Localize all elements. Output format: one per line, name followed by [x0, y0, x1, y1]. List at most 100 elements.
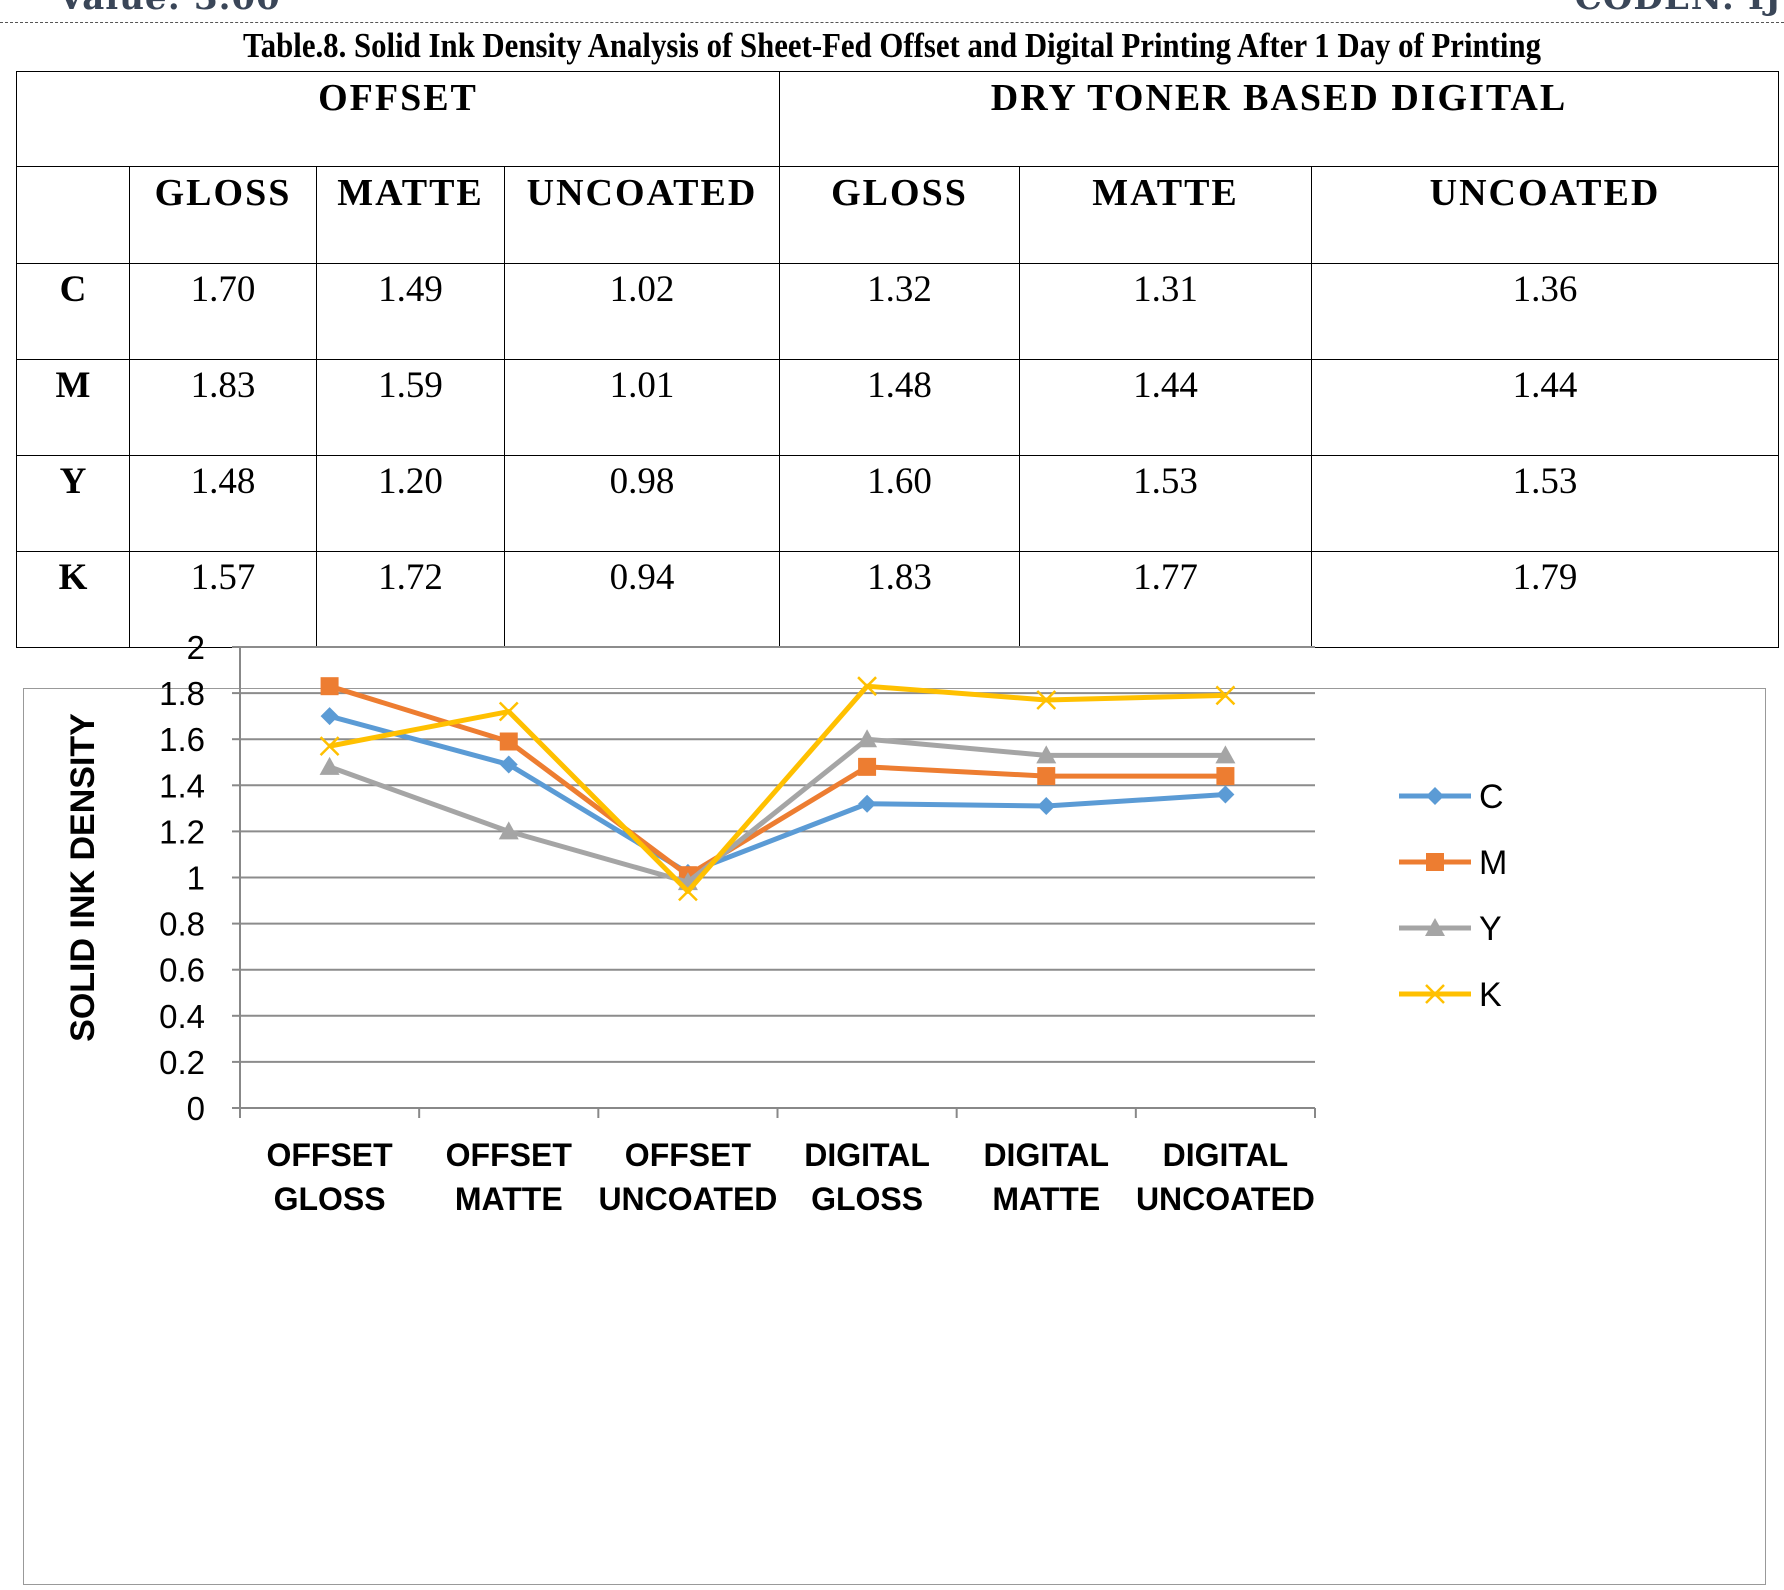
table-cell: 1.36 [1311, 263, 1779, 360]
x-category-label: UNCOATED [598, 1181, 777, 1217]
table-row: K 1.57 1.72 0.94 1.83 1.77 1.79 [16, 551, 1779, 648]
row-label: C [16, 263, 130, 360]
table-cell: 1.32 [779, 263, 1020, 360]
y-tick-label: 1.8 [159, 675, 205, 712]
table-cell: 1.79 [1311, 551, 1779, 648]
data-point-y [1215, 745, 1236, 764]
series-line-c [328, 713, 1226, 876]
table-cell: 1.57 [129, 551, 317, 648]
x-category-label: OFFSET [446, 1137, 573, 1173]
column-header: GLOSS [779, 166, 1020, 264]
data-point-m [1216, 767, 1235, 786]
group-header-digital: DRY TONER BASED DIGITAL [779, 71, 1779, 167]
y-axis-title: SOLID INK DENSITY [64, 713, 102, 1042]
row-label: K [16, 551, 130, 648]
data-point-y [319, 756, 340, 775]
data-point-c [320, 707, 339, 726]
column-header: GLOSS [129, 166, 317, 264]
series-line-k [329, 683, 1226, 894]
header-divider [0, 22, 1784, 23]
table-cell: 1.31 [1019, 263, 1312, 360]
legend-label-m: M [1479, 844, 1507, 882]
data-point-k [1215, 685, 1236, 706]
data-point-k [857, 676, 877, 697]
legend-marker-c [1426, 787, 1444, 805]
y-tick-label: 0.6 [159, 952, 205, 989]
data-point-k [498, 701, 519, 722]
data-point-m [1037, 767, 1056, 786]
data-point-k [678, 881, 698, 902]
row-label: Y [16, 455, 130, 552]
table-row: M 1.83 1.59 1.01 1.48 1.44 1.44 [16, 359, 1779, 456]
data-point-y [498, 821, 519, 840]
data-point-c [1216, 785, 1235, 804]
column-header: UNCOATED [504, 166, 780, 264]
table-cell: 1.44 [1019, 359, 1312, 456]
x-category-label: GLOSS [811, 1181, 923, 1217]
corner-cell [16, 166, 130, 264]
data-point-y [1036, 745, 1057, 764]
series-line-m [328, 683, 1226, 878]
table-cell: 1.48 [129, 455, 317, 552]
table-cell: 1.20 [316, 455, 505, 552]
data-point-c [858, 794, 877, 813]
legend-label-y: Y [1479, 910, 1502, 948]
y-tick-label: 1.4 [159, 767, 205, 804]
data-point-c [1037, 797, 1056, 816]
table-cell: 1.44 [1311, 359, 1779, 456]
legend-label-c: C [1479, 778, 1504, 816]
y-tick-label: 0.8 [159, 906, 205, 943]
density-table: OFFSET DRY TONER BASED DIGITAL GLOSS MAT… [16, 71, 1779, 648]
data-point-k [1036, 690, 1057, 710]
data-point-c [499, 755, 518, 774]
column-header: MATTE [1019, 166, 1312, 264]
x-category-label: DIGITAL [804, 1137, 930, 1173]
table-cell: 1.70 [129, 263, 317, 360]
table-cell: 0.94 [504, 551, 780, 648]
x-category-label: GLOSS [274, 1181, 386, 1217]
column-header: MATTE [316, 166, 505, 264]
legend-label-k: K [1479, 976, 1502, 1014]
x-category-label: OFFSET [625, 1137, 752, 1173]
y-tick-label: 1.6 [159, 721, 205, 758]
series-line-y [328, 736, 1226, 885]
group-header-offset: OFFSET [16, 71, 780, 167]
data-point-y [857, 729, 878, 748]
data-point-m [858, 757, 877, 776]
chart-frame: 0 0.2 0.4 0.6 0.8 1 1.2 1.4 1.6 1.8 2 OFFSET GLOSS OF… [23, 629, 1766, 1585]
x-category-label: OFFSET [266, 1137, 393, 1173]
legend-marker-k [1425, 984, 1445, 1004]
x-category-label: DIGITAL [1163, 1137, 1289, 1173]
table-cell: 0.98 [504, 455, 780, 552]
x-category-label: MATTE [455, 1181, 563, 1217]
table-cell: 1.83 [779, 551, 1020, 648]
x-category-label: UNCOATED [1136, 1181, 1315, 1217]
y-tick-label: 1 [187, 860, 205, 897]
table-header-row: GLOSS MATTE UNCOATED GLOSS MATTE UNCOATE… [16, 166, 1779, 264]
y-tick-label: 2 [187, 629, 205, 666]
table-cell: 1.72 [316, 551, 505, 648]
table-caption: Table.8. Solid Ink Density Analysis of S… [243, 26, 1541, 65]
table-cell: 1.53 [1311, 455, 1779, 552]
table-cell: 1.77 [1019, 551, 1312, 648]
table-cell: 1.49 [316, 263, 505, 360]
legend-marker-m [1426, 853, 1444, 871]
table-row: C 1.70 1.49 1.02 1.32 1.31 1.36 [16, 263, 1779, 360]
legend-marker-y [1425, 918, 1445, 936]
table-cell: 1.59 [316, 359, 505, 456]
table-cell: 1.01 [504, 359, 780, 456]
header-right-text: CODEN: IJ [1575, 0, 1782, 18]
x-category-label: MATTE [992, 1181, 1100, 1217]
y-tick-label: 1.2 [159, 813, 205, 850]
table-cell: 1.60 [779, 455, 1020, 552]
table-cell: 1.53 [1019, 455, 1312, 552]
data-point-m [320, 677, 339, 696]
x-category-label: DIGITAL [983, 1137, 1109, 1173]
table-group-row: OFFSET DRY TONER BASED DIGITAL [16, 71, 1779, 167]
header-left-text: Value: 3.00 [58, 0, 281, 18]
table-row: Y 1.48 1.20 0.98 1.60 1.53 1.53 [16, 455, 1779, 552]
table-cell: 1.02 [504, 263, 780, 360]
y-tick-label: 0.4 [159, 998, 205, 1035]
table-cell: 1.48 [779, 359, 1020, 456]
row-label: M [16, 359, 130, 456]
